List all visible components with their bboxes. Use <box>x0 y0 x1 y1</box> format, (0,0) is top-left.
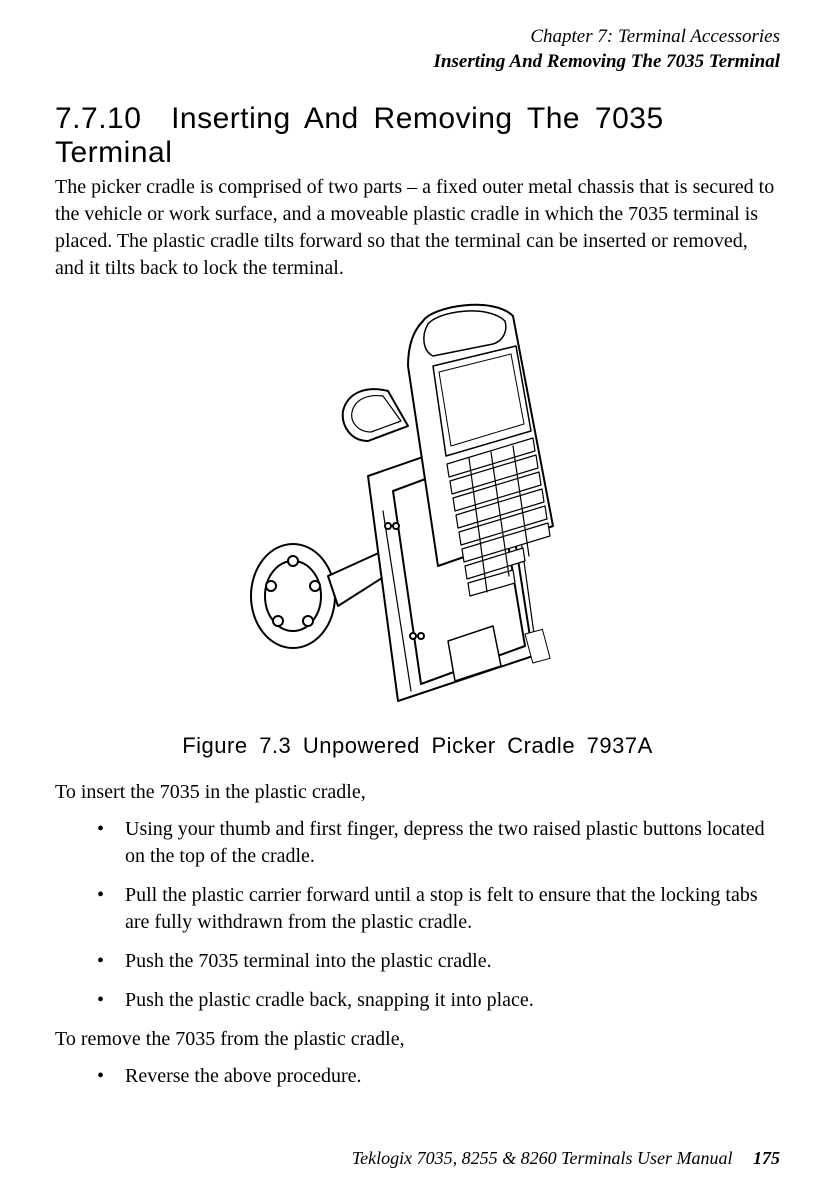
footer-book-title: Teklogix 7035, 8255 & 8260 Terminals Use… <box>352 1148 733 1168</box>
remove-lead: To remove the 7035 from the plastic crad… <box>55 1028 780 1051</box>
list-item: Pull the plastic carrier forward until a… <box>97 882 780 936</box>
figure-caption: Figure 7.3 Unpowered Picker Cradle 7937A <box>55 733 780 759</box>
list-item: Push the plastic cradle back, snapping i… <box>97 987 780 1014</box>
header-section: Inserting And Removing The 7035 Terminal <box>55 50 780 75</box>
insert-lead: To insert the 7035 in the plastic cradle… <box>55 781 780 804</box>
section-heading-text: Inserting And Removing The 7035 Terminal <box>55 102 664 169</box>
insert-bullet-list: Using your thumb and first finger, depre… <box>55 816 780 1014</box>
figure-illustration <box>55 296 780 721</box>
list-item: Push the 7035 terminal into the plastic … <box>97 948 780 975</box>
picker-cradle-drawing <box>233 296 603 716</box>
page-footer: Teklogix 7035, 8255 & 8260 Terminals Use… <box>352 1148 780 1169</box>
list-item: Reverse the above procedure. <box>97 1063 780 1090</box>
page-header: Chapter 7: Terminal Accessories Insertin… <box>55 25 780 74</box>
remove-bullet-list: Reverse the above procedure. <box>55 1063 780 1090</box>
footer-page-number: 175 <box>753 1148 780 1168</box>
section-number: 7.7.10 <box>55 102 141 135</box>
section-title: 7.7.10 Inserting And Removing The 7035 T… <box>55 102 780 170</box>
header-chapter: Chapter 7: Terminal Accessories <box>55 25 780 50</box>
intro-paragraph: The picker cradle is comprised of two pa… <box>55 174 780 282</box>
list-item: Using your thumb and first finger, depre… <box>97 816 780 870</box>
